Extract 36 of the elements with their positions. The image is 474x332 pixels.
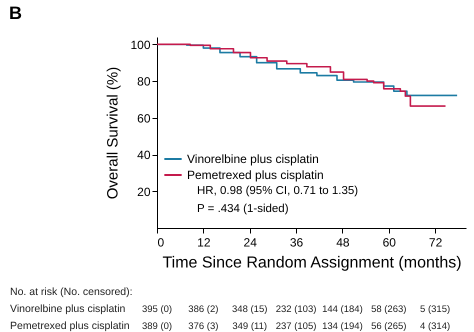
x-tick-label: 24 [244, 236, 258, 250]
annotation: HR, 0.98 (95% CI, 0.71 to 1.35) [197, 185, 358, 197]
text: 349 (11) [232, 321, 268, 332]
text: 389 (0) [142, 321, 172, 332]
y-tick-label: 80 [137, 74, 151, 89]
x-tick-label: 12 [197, 236, 211, 250]
annotation: P = .434 (1-sided) [197, 203, 289, 215]
text: Pemetrexed plus cisplatin [10, 320, 130, 332]
text: 58 (263) [371, 304, 406, 315]
y-tick-label: 100 [130, 38, 151, 52]
text: 237 (105) [276, 321, 316, 332]
y-tick-label: 40 [137, 148, 151, 162]
x-tick-label: 72 [428, 236, 443, 250]
text: 376 (3) [188, 321, 218, 332]
text: 348 (15) [232, 304, 268, 315]
text: 56 (265) [371, 321, 406, 332]
x-tick-label: 36 [290, 236, 304, 250]
x-tick-label: 60 [382, 236, 396, 250]
y-tick-label: 60 [137, 111, 151, 126]
y-axis-title: Overall Survival (%) [104, 66, 122, 200]
chart-title: B [9, 3, 22, 23]
text: 395 (0) [142, 304, 172, 315]
text: 232 (103) [276, 304, 316, 315]
x-tick-label: 0 [158, 236, 164, 250]
x-tick-label: 48 [336, 236, 350, 250]
x-axis-title: Time Since Random Assignment (months) [162, 254, 462, 272]
legend-label: Vinorelbine plus cisplatin [187, 152, 319, 166]
text: 144 (184) [322, 304, 363, 315]
y-tick-label: 20 [137, 184, 151, 199]
text: 4 (314) [420, 321, 450, 332]
text: 5 (315) [420, 304, 450, 315]
text: Vinorelbine plus cisplatin [10, 303, 126, 315]
text: 134 (194) [322, 321, 363, 332]
text: No. at risk (No. censored): [10, 286, 133, 298]
text: 386 (2) [188, 304, 218, 315]
legend-label: Pemetrexed plus cisplatin [187, 168, 324, 182]
